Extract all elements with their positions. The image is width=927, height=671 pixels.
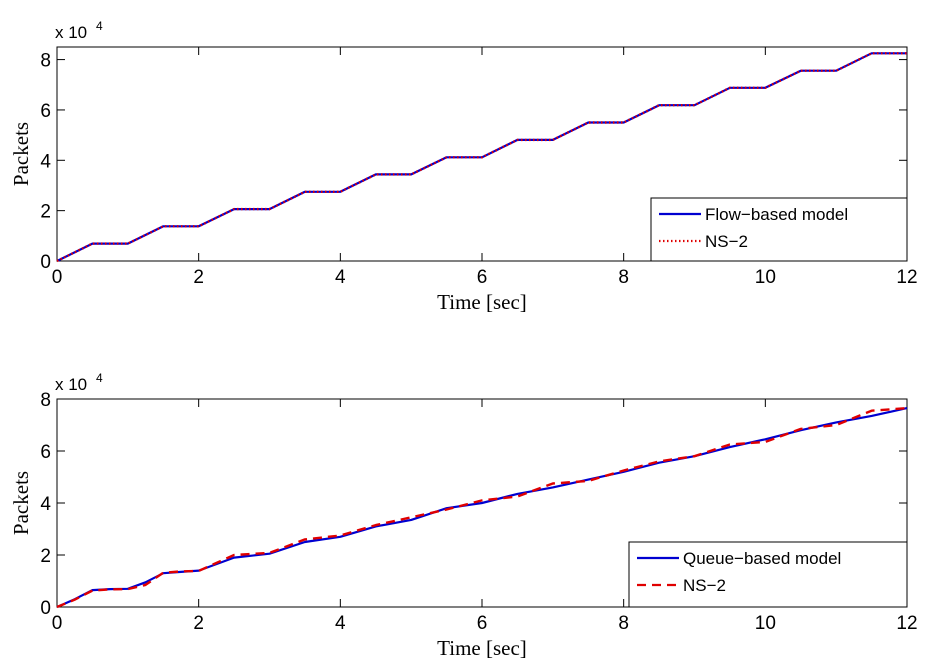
legend-label-0: Flow−based model — [705, 205, 848, 224]
x-tick-label: 0 — [52, 267, 63, 288]
y-axis-label: Packets — [9, 471, 33, 535]
x-tick-label: 8 — [618, 613, 629, 634]
x-tick-label: 6 — [477, 267, 488, 288]
x-axis-label: Time [sec] — [437, 290, 527, 314]
y-multiplier-exponent: 4 — [96, 19, 103, 33]
x-tick-label: 0 — [52, 613, 63, 634]
legend-label-1: NS−2 — [683, 576, 726, 595]
y-tick-label: 0 — [40, 598, 51, 619]
y-tick-label: 6 — [40, 442, 51, 463]
x-tick-label: 4 — [335, 267, 346, 288]
x-tick-label: 2 — [193, 613, 204, 634]
y-multiplier-exponent: 4 — [96, 371, 103, 385]
x-tick-label: 4 — [335, 613, 346, 634]
legend-label-1: NS−2 — [705, 232, 748, 251]
y-tick-label: 0 — [40, 252, 51, 273]
y-tick-label: 6 — [40, 101, 51, 122]
y-tick-label: 4 — [40, 151, 51, 172]
x-tick-label: 8 — [618, 267, 629, 288]
x-tick-label: 2 — [193, 267, 204, 288]
series-line-1 — [56, 406, 908, 609]
x-tick-label: 10 — [755, 267, 776, 288]
y-axis-label: Packets — [9, 122, 33, 186]
y-tick-label: 2 — [40, 202, 51, 223]
y-tick-label: 4 — [40, 494, 51, 515]
x-tick-label: 12 — [896, 267, 917, 288]
y-multiplier-base: x 10 — [55, 23, 87, 42]
series-line-1 — [56, 52, 907, 263]
x-tick-label: 10 — [755, 613, 776, 634]
x-tick-label: 6 — [477, 613, 488, 634]
x-axis-label: Time [sec] — [437, 636, 527, 660]
legend-box — [650, 197, 908, 262]
y-tick-label: 8 — [40, 390, 51, 411]
y-tick-label: 2 — [40, 546, 51, 567]
y-tick-label: 8 — [40, 51, 51, 72]
x-tick-label: 12 — [896, 613, 917, 634]
y-multiplier-base: x 10 — [55, 375, 87, 394]
legend-label-0: Queue−based model — [683, 549, 841, 568]
legend-box — [628, 541, 908, 608]
